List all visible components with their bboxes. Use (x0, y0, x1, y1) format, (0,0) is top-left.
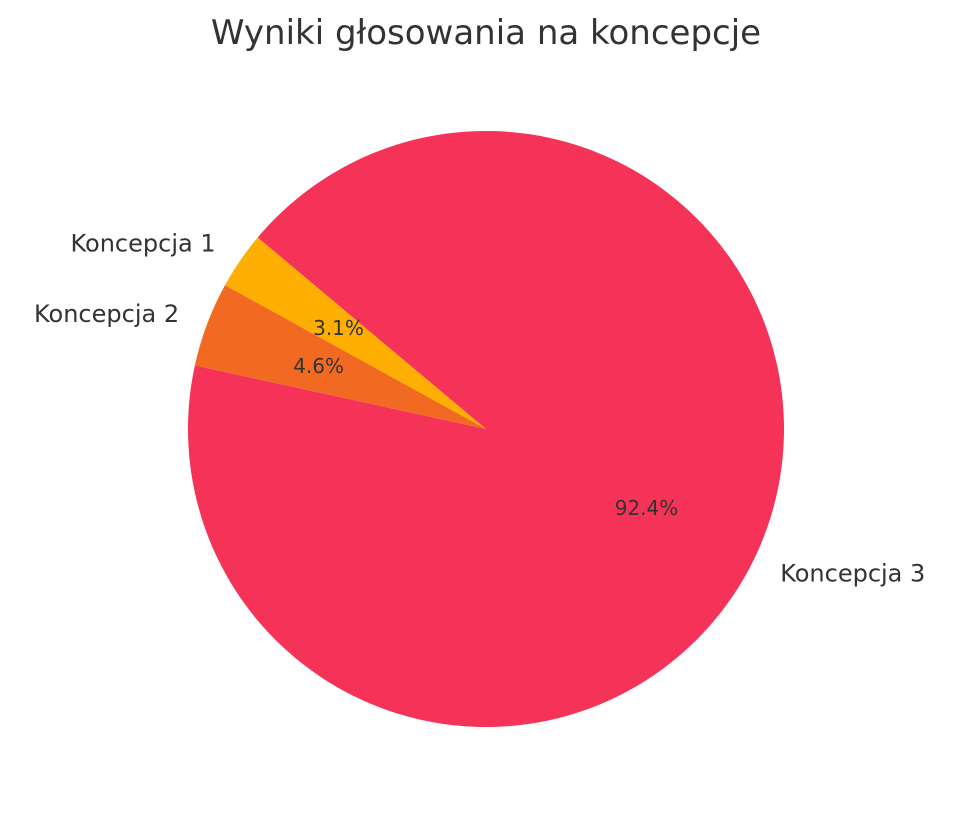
pie-category-label: Koncepcja 1 (70, 230, 215, 258)
pie-category-label: Koncepcja 3 (780, 560, 925, 588)
pie-slices (188, 131, 785, 728)
pie-slice-3 (188, 131, 785, 728)
pie-value-label: 4.6% (293, 354, 344, 378)
pie-slice-2 (194, 285, 486, 429)
pie-category-label: Koncepcja 2 (34, 300, 179, 328)
pie-slice-1 (224, 237, 487, 429)
pie-value-label: 3.1% (313, 316, 364, 340)
pie-category-labels: Koncepcja 1 Koncepcja 2 Koncepcja 3 (34, 230, 925, 588)
pie-value-labels: 3.1% 4.6% 92.4% (293, 316, 678, 520)
pie-value-label: 92.4% (615, 496, 679, 520)
chart-title: Wyniki głosowania na koncepcje (211, 13, 761, 53)
